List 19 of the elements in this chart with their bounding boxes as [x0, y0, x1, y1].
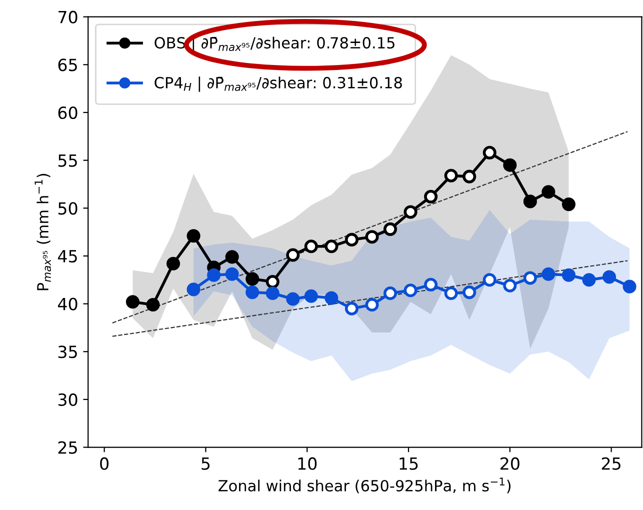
y-tick-label: 30: [58, 393, 78, 406]
x-tick-label: 10: [298, 457, 317, 470]
y-tick-label: 40: [58, 298, 78, 310]
x-tick-label: 5: [202, 458, 210, 470]
legend-label: CP4$_{H}$ | ∂P̄$_{max⁹⁵}$/∂shear: 0.31±0.18: [154, 76, 402, 92]
x-tick-label: 25: [602, 457, 620, 470]
y-tick-label: 35: [58, 346, 77, 358]
y-tick-label: 25: [58, 441, 77, 454]
y-axis-title: P$_{max⁹⁵}$ (mm h$^{−1}$): [34, 174, 51, 290]
x-axis-title: Zonal wind shear (650-925hPa, m s$^{−1}$): [218, 478, 511, 494]
y-tick-label: 65: [58, 58, 77, 72]
x-tick-label: 20: [500, 457, 520, 470]
y-tick-label: 55: [58, 154, 77, 167]
y-tick-label: 60: [58, 106, 78, 120]
y-tick-label: 50: [58, 202, 78, 215]
y-tick-label: 45: [58, 250, 77, 263]
x-tick-label: 15: [400, 458, 418, 470]
y-tick-label: 70: [58, 10, 78, 24]
x-tick-label: 0: [100, 457, 109, 470]
